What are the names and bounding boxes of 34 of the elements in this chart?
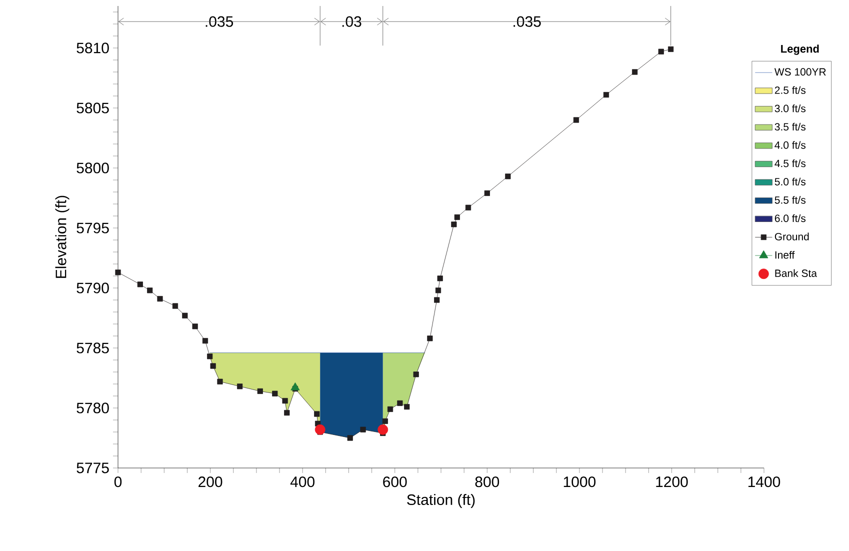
- y-tick-label: 5795: [76, 222, 109, 234]
- legend-label: WS 100YR: [774, 68, 826, 76]
- x-tick-label: 800: [475, 476, 500, 488]
- legend-label: 5.0 ft/s: [774, 178, 806, 186]
- legend-label: Ground: [774, 232, 809, 240]
- legend-label: 5.5 ft/s: [774, 196, 806, 204]
- x-tick-label: 200: [198, 476, 222, 488]
- x-tick-label: 1400: [748, 476, 780, 488]
- annotation: .03: [342, 16, 362, 27]
- legend-label: 3.5 ft/s: [774, 122, 806, 131]
- x-tick-label: 1000: [564, 476, 596, 488]
- legend-label: 4.0 ft/s: [774, 141, 806, 149]
- x-tick-label: 600: [383, 476, 407, 488]
- legend-label: 6.0 ft/s: [774, 214, 806, 222]
- x-tick-label: 1200: [656, 476, 688, 488]
- x-axis-title: Station (ft): [407, 494, 475, 508]
- legend-label: Bank Sta: [775, 269, 817, 277]
- annotation: .035: [514, 16, 541, 27]
- y-tick-label: 5790: [76, 282, 109, 294]
- y-tick-label: 5775: [76, 462, 109, 474]
- y-tick-label: 5800: [76, 162, 109, 174]
- annotation: .035: [206, 16, 234, 27]
- y-tick-label: 5810: [76, 42, 109, 54]
- legend-label: 4.5 ft/s: [774, 159, 806, 168]
- y-axis-title: Elevation (ft): [55, 196, 70, 278]
- x-tick-label: 400: [290, 476, 314, 488]
- legend-label: 3.0 ft/s: [774, 104, 806, 112]
- y-tick-label: 5780: [76, 402, 109, 414]
- legend-label: 2.5 ft/s: [774, 86, 806, 94]
- legend-label: Ineff: [775, 250, 795, 259]
- legend-title: Legend: [781, 44, 819, 55]
- y-tick-label: 5785: [76, 342, 109, 354]
- y-tick-label: 5805: [76, 102, 109, 114]
- x-tick-label: 0: [114, 476, 122, 488]
